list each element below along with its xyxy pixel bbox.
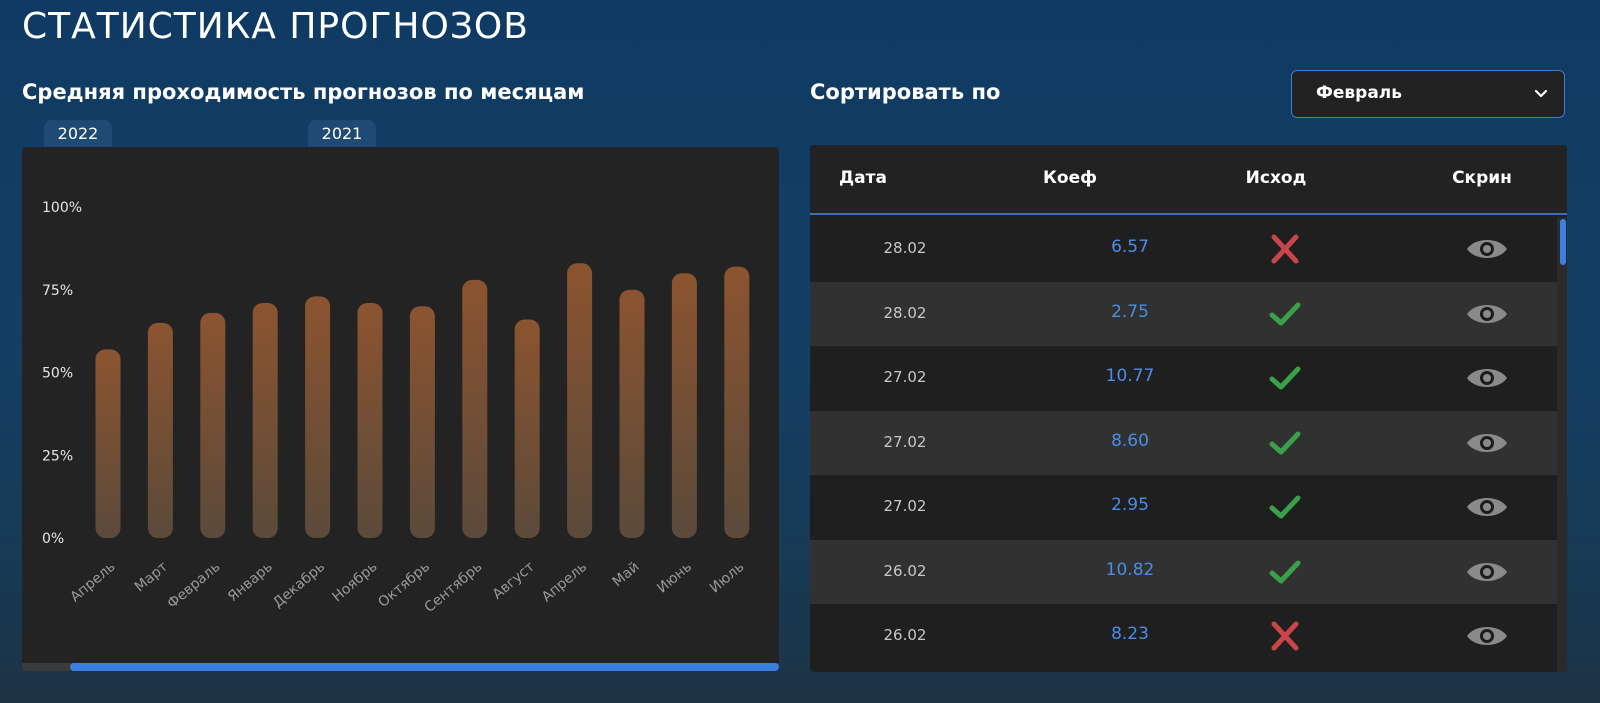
row-date: 27.02 <box>883 368 927 386</box>
table-row: 28.02 6.57 <box>810 217 1557 282</box>
cross-icon <box>1268 234 1302 264</box>
chart-bar[interactable] <box>619 289 645 538</box>
check-icon <box>1268 492 1302 522</box>
header-outcome[interactable]: Исход <box>1245 168 1307 188</box>
y-tick-label: 50% <box>42 366 73 382</box>
check-icon <box>1268 363 1302 393</box>
check-icon <box>1268 299 1302 329</box>
chart-section-title: Средняя проходимость прогнозов по месяца… <box>22 80 585 104</box>
chart-bar[interactable] <box>671 273 697 538</box>
x-tick-label: Апрель <box>67 559 118 606</box>
eye-icon[interactable] <box>1465 299 1509 329</box>
row-date: 27.02 <box>883 497 927 515</box>
y-tick-label: 0% <box>42 531 64 547</box>
header-coef[interactable]: Коеф <box>1043 168 1097 188</box>
month-select-value: Февраль <box>1316 83 1402 103</box>
x-tick-label: Март <box>132 559 171 595</box>
table-scrollbar-track[interactable] <box>1557 217 1567 672</box>
table-body: 28.02 6.57 28.02 2.75 27.02 10.77 27.02 8.60 27.… <box>810 217 1557 669</box>
year-tab-2021[interactable]: 2021 <box>308 120 376 148</box>
row-coef: 8.23 <box>1111 624 1149 644</box>
chart-bar[interactable] <box>567 263 593 538</box>
eye-icon[interactable] <box>1465 428 1509 458</box>
header-screen[interactable]: Скрин <box>1452 168 1512 188</box>
cross-icon <box>1268 621 1302 651</box>
row-coef: 2.75 <box>1111 301 1149 322</box>
table-row: 28.02 2.75 <box>810 281 1557 346</box>
x-tick-label: Июль <box>707 559 748 597</box>
table-row: 27.02 10.77 <box>810 346 1557 411</box>
row-date: 27.02 <box>883 432 927 451</box>
x-tick-label: Ноябрь <box>329 559 380 606</box>
row-date: 26.02 <box>883 561 927 580</box>
x-tick-label: Январь <box>225 559 276 605</box>
row-date: 28.02 <box>883 239 927 257</box>
x-tick-label: Декабрь <box>270 559 328 611</box>
eye-icon[interactable] <box>1465 363 1509 393</box>
y-tick-label: 100% <box>42 200 82 216</box>
table-row: 26.02 8.23 <box>810 604 1557 669</box>
row-date: 26.02 <box>883 626 927 644</box>
row-coef: 10.82 <box>1105 559 1155 580</box>
eye-icon[interactable] <box>1465 234 1509 264</box>
x-tick-label: Май <box>609 559 642 590</box>
y-tick-label: 75% <box>42 283 73 299</box>
table-scrollbar-thumb[interactable] <box>1560 219 1566 265</box>
month-select[interactable]: Февраль <box>1291 70 1565 118</box>
x-tick-label: Сентябрь <box>422 559 486 616</box>
chart-bar[interactable] <box>357 302 383 538</box>
header-date[interactable]: Дата <box>839 168 887 188</box>
chart-panel: 0% 25% 50% 75% 100% Апрель Март Февраль Январь Д… <box>22 147 779 671</box>
table-row: 27.02 8.60 <box>810 410 1557 475</box>
chart-scrollbar-thumb[interactable] <box>70 663 779 671</box>
row-coef: 6.57 <box>1111 237 1149 257</box>
chart-bar[interactable] <box>514 319 540 538</box>
x-tick-label: Апрель <box>539 559 590 606</box>
x-tick-label: Июнь <box>654 559 695 597</box>
check-icon <box>1268 428 1302 458</box>
row-coef: 10.77 <box>1105 366 1155 386</box>
predictions-table: Дата Коеф Исход Скрин 28.02 6.57 28.02 2.75… <box>810 145 1567 672</box>
chart-bar[interactable] <box>95 349 121 538</box>
table-row: 27.02 2.95 <box>810 475 1557 540</box>
x-tick-label: Август <box>490 559 538 603</box>
chevron-down-icon <box>1534 89 1548 98</box>
sort-label: Сортировать по <box>810 80 1001 104</box>
row-coef: 8.60 <box>1111 430 1149 451</box>
eye-icon[interactable] <box>1465 621 1509 651</box>
check-icon <box>1268 557 1302 587</box>
chart-bar[interactable] <box>147 322 173 538</box>
chart-bar[interactable] <box>200 312 226 538</box>
row-date: 28.02 <box>883 303 927 322</box>
page-title: СТАТИСТИКА ПРОГНОЗОВ <box>22 6 529 47</box>
chart-bar[interactable] <box>305 296 331 538</box>
x-tick-label: Февраль <box>164 559 223 612</box>
chart-bar[interactable] <box>252 302 278 538</box>
eye-icon[interactable] <box>1465 557 1509 587</box>
row-coef: 2.95 <box>1111 495 1149 515</box>
chart-bar[interactable] <box>409 306 435 538</box>
table-row: 26.02 10.82 <box>810 539 1557 604</box>
table-header: Дата Коеф Исход Скрин <box>810 145 1567 215</box>
eye-icon[interactable] <box>1465 492 1509 522</box>
year-tab-2022[interactable]: 2022 <box>44 120 112 148</box>
chart-bar[interactable] <box>462 279 488 538</box>
chart-bar[interactable] <box>724 266 750 538</box>
y-tick-label: 25% <box>42 448 73 464</box>
